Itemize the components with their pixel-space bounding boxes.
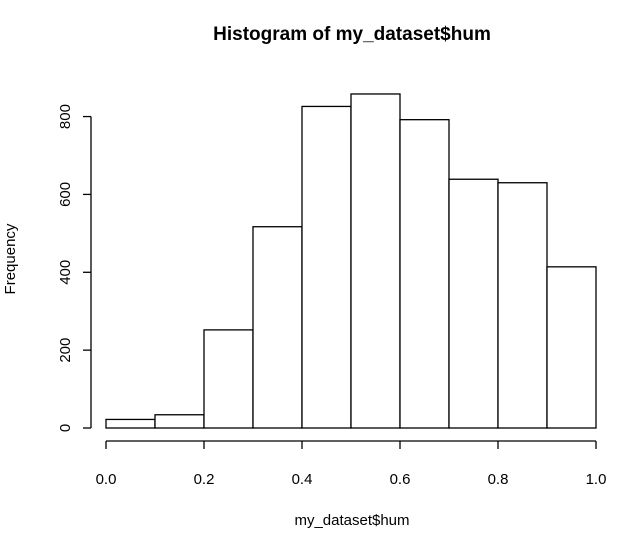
histogram-bar-8 xyxy=(497,182,548,429)
histogram-bar-6 xyxy=(399,119,450,429)
x-tick-label-4: 0.8 xyxy=(488,471,509,488)
histogram-bar-2 xyxy=(203,329,254,429)
histogram-bar-5 xyxy=(350,93,401,429)
histogram-bar-1 xyxy=(154,414,205,429)
histogram-bar-9 xyxy=(546,266,597,429)
x-tick-label-3: 0.6 xyxy=(390,471,411,488)
histogram-bar-0 xyxy=(105,418,156,429)
y-tick-label-1: 200 xyxy=(57,338,74,363)
y-axis: 0 200 400 600 800 xyxy=(57,104,92,432)
histogram-bar-4 xyxy=(301,105,352,429)
y-axis-label: Frequency xyxy=(2,223,19,294)
y-tick-label-2: 400 xyxy=(57,260,74,285)
y-tick-label-3: 600 xyxy=(57,182,74,207)
x-tick-label-5: 1.0 xyxy=(586,471,607,488)
x-axis-label: my_dataset$hum xyxy=(294,512,409,529)
x-tick-label-1: 0.2 xyxy=(194,471,215,488)
y-tick-label-4: 800 xyxy=(57,104,74,129)
bars-group xyxy=(105,93,597,429)
x-axis: 0.0 0.2 0.4 0.6 0.8 1.0 xyxy=(96,440,607,488)
y-tick-label-0: 0 xyxy=(57,424,74,432)
x-tick-label-0: 0.0 xyxy=(96,471,117,488)
x-tick-label-2: 0.4 xyxy=(292,471,313,488)
histogram-bar-7 xyxy=(448,178,499,429)
chart-title: Histogram of my_dataset$hum xyxy=(213,24,491,45)
histogram-bar-3 xyxy=(252,226,303,429)
